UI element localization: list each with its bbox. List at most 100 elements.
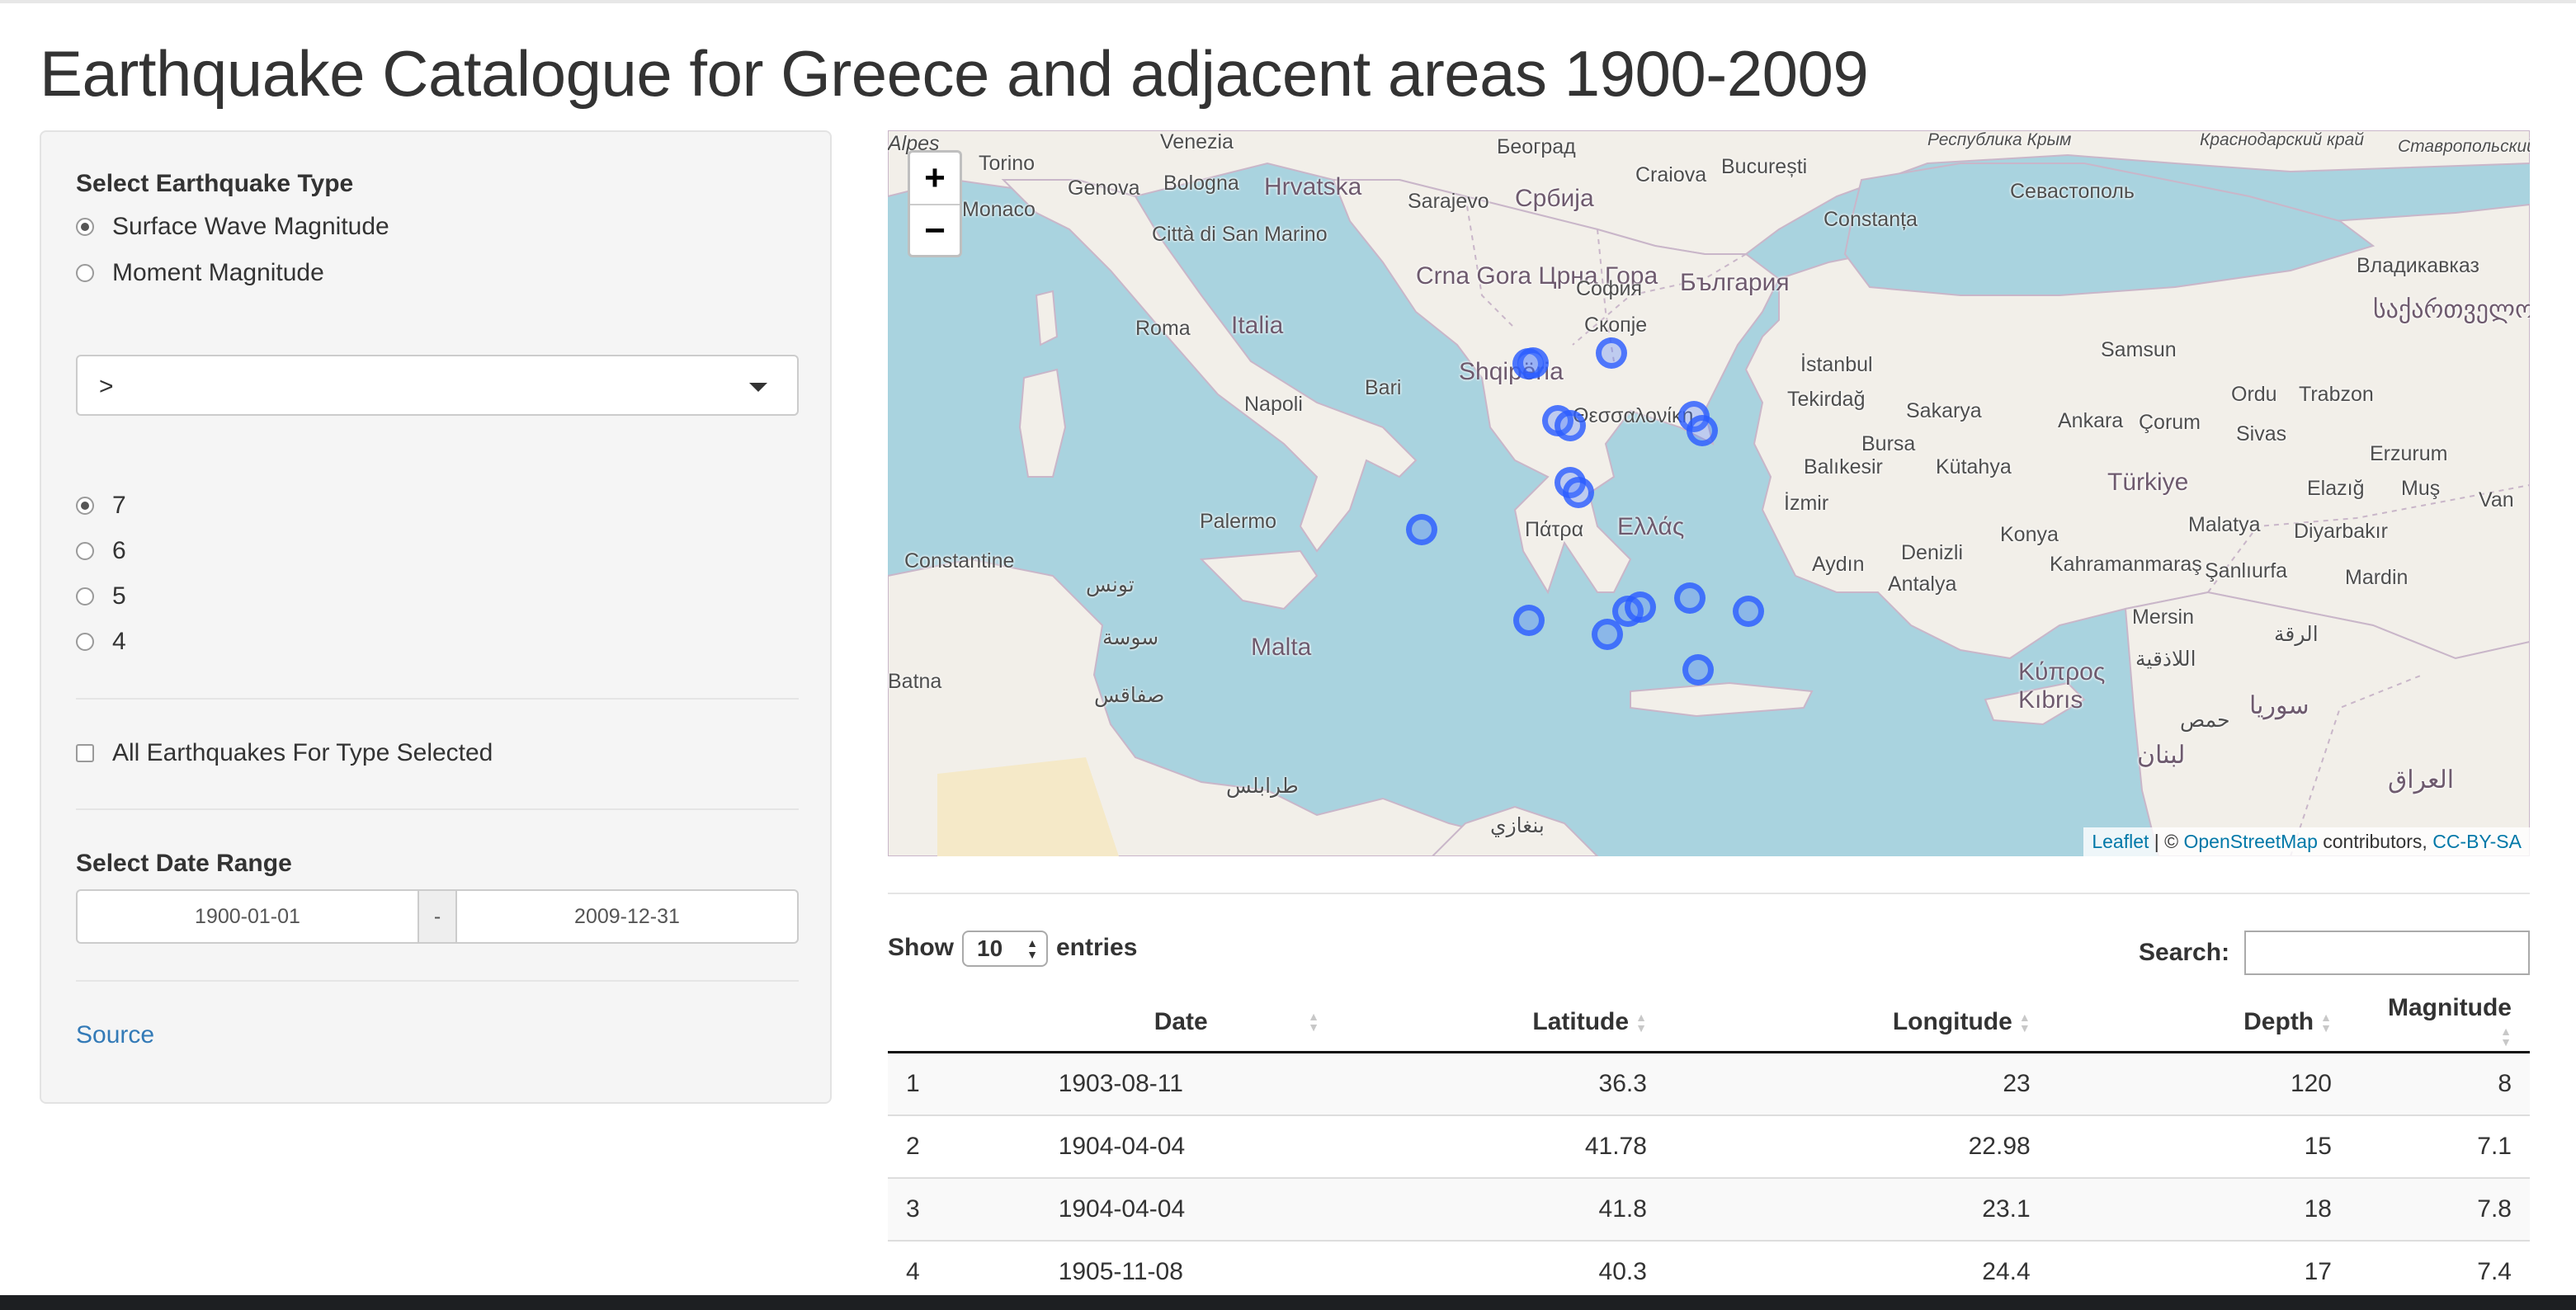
map-label: Erzurum <box>2370 442 2448 465</box>
earthquake-marker[interactable] <box>1555 410 1587 442</box>
earthquake-marker[interactable] <box>1512 605 1545 637</box>
zoom-out-button[interactable]: − <box>924 210 946 251</box>
radio-moment[interactable]: Moment Magnitude <box>76 259 324 287</box>
radio-mag-7[interactable]: 7 <box>76 492 126 520</box>
radio-surface-wave[interactable]: Surface Wave Magnitude <box>76 213 389 241</box>
map-label: Hrvatska <box>1264 173 1362 200</box>
border-line <box>2207 484 2530 593</box>
leaflet-map[interactable]: Alpes Torino Venezia Genova Bologna Mona… <box>888 130 2530 856</box>
table-row[interactable]: 1 1903-08-11 36.3 23 120 8 <box>888 1051 2530 1115</box>
map-label: Italia <box>1231 312 1284 339</box>
column-header-date[interactable]: Date ▲ ▼ <box>1021 993 1334 1053</box>
map-label: Malatya <box>2188 513 2261 536</box>
cell-depth: 18 <box>2068 1177 2370 1241</box>
date-end-input[interactable]: 2009-12-31 <box>574 904 680 928</box>
cell-magnitude: 8 <box>2370 1051 2530 1115</box>
land-levant <box>2124 591 2530 856</box>
map-label: Aydın <box>1812 553 1865 576</box>
earthquake-marker[interactable] <box>1682 654 1715 686</box>
cell-depth: 120 <box>2068 1051 2370 1115</box>
earthquake-marker[interactable] <box>1674 582 1706 614</box>
search-input[interactable] <box>2244 931 2530 975</box>
land-libya-east <box>1431 805 1599 856</box>
radio-mag-4-circle[interactable] <box>76 633 94 651</box>
map-label: سوسة <box>1102 626 1159 649</box>
earthquake-marker[interactable] <box>1687 415 1719 447</box>
cell-depth: 17 <box>2068 1240 2370 1303</box>
radio-mag-4-label: 4 <box>112 628 126 655</box>
sort-icon: ▲ ▼ <box>1308 1010 1319 1034</box>
zoom-in-button[interactable]: + <box>910 153 960 205</box>
attribution-contributors: contributors, <box>2317 831 2433 852</box>
all-earthquakes-checkbox[interactable] <box>76 744 94 762</box>
map-label: Şanlıurfa <box>2205 559 2288 582</box>
column-header-depth[interactable]: Depth ▲ ▼ <box>2068 993 2370 1053</box>
all-earthquakes-label: All Earthquakes For Type Selected <box>112 739 493 766</box>
table-row[interactable]: 4 1905-11-08 40.3 24.4 17 7.4 <box>888 1240 2530 1303</box>
map-label: Sivas <box>2236 422 2287 445</box>
map-label: Çorum <box>2139 411 2201 434</box>
radio-surface-wave-circle[interactable] <box>76 218 94 236</box>
leaflet-link[interactable]: Leaflet <box>2092 831 2149 852</box>
divider <box>76 698 799 700</box>
table-row[interactable]: 2 1904-04-04 41.78 22.98 15 7.1 <box>888 1114 2530 1178</box>
osm-link[interactable]: OpenStreetMap <box>2183 831 2318 852</box>
land-cyprus <box>1984 681 2086 726</box>
radio-mag-5-circle[interactable] <box>76 587 94 606</box>
map-label: الرقة <box>2274 623 2319 646</box>
map-label: İzmir <box>1784 492 1829 515</box>
column-header-index[interactable] <box>888 993 1022 1053</box>
map-label: سوريا <box>2249 692 2309 719</box>
all-earthquakes-checkbox-row[interactable]: All Earthquakes For Type Selected <box>76 739 493 767</box>
map-label: Denizli <box>1901 541 1964 564</box>
radio-mag-5-label: 5 <box>112 582 126 610</box>
map-label: Città di San Marino <box>1152 223 1328 246</box>
map-label: Torino <box>979 152 1036 175</box>
radio-mag-6[interactable]: 6 <box>76 537 126 565</box>
border-line <box>2290 674 2423 856</box>
operator-select[interactable]: > <box>76 355 799 416</box>
land-crete <box>1630 681 1814 718</box>
map-label: Ελλάς <box>1617 513 1685 540</box>
border-line <box>1465 196 1516 329</box>
map-label: Balıkesir <box>1804 455 1883 478</box>
map-label: Crna Gora Црна Гора <box>1416 262 1658 290</box>
cell-index: 1 <box>888 1051 1022 1115</box>
cell-index: 2 <box>888 1114 1022 1178</box>
earthquake-marker[interactable] <box>1625 591 1657 623</box>
sort-icon: ▲ ▼ <box>2018 1011 2031 1035</box>
map-label: Muş <box>2401 477 2441 500</box>
map-label: حمص <box>2180 709 2230 732</box>
column-header-longitude[interactable]: Longitude ▲ ▼ <box>1684 993 2069 1053</box>
column-header-latitude[interactable]: Latitude ▲ ▼ <box>1334 993 1685 1053</box>
earthquake-marker[interactable] <box>1405 513 1437 545</box>
earthquake-marker[interactable] <box>1563 476 1595 508</box>
map-label: Ankara <box>2058 409 2124 432</box>
license-link[interactable]: CC-BY-SA <box>2432 831 2522 852</box>
earthquake-marker[interactable] <box>1732 596 1764 628</box>
source-link[interactable]: Source <box>76 1021 155 1048</box>
table-row[interactable]: 3 1904-04-04 41.8 23.1 18 7.8 <box>888 1177 2530 1241</box>
radio-mag-4[interactable]: 4 <box>76 628 126 656</box>
date-start-input[interactable]: 1900-01-01 <box>195 904 300 928</box>
map-label: العراق <box>2388 766 2455 794</box>
cell-longitude: 23.1 <box>1684 1177 2069 1241</box>
radio-mag-5[interactable]: 5 <box>76 582 126 610</box>
radio-mag-7-circle[interactable] <box>76 497 94 515</box>
earthquake-table: Date ▲ ▼ Latitude ▲ ▼ Longitude ▲ ▼ Depth ▲ ▼ Ma… <box>888 993 2530 1303</box>
radio-mag-7-label: 7 <box>112 492 126 519</box>
top-border <box>0 0 2576 3</box>
search-label: Search: <box>2139 939 2230 966</box>
map-label: Θεσσαλονίκη <box>1573 404 1694 427</box>
map-label: Genova <box>1068 177 1140 200</box>
page-title: Earthquake Catalogue for Greece and adja… <box>40 37 1869 110</box>
page-length-select[interactable]: 10 ▲ ▼ <box>962 931 1048 967</box>
map-label: Kütahya <box>1936 455 2012 478</box>
map-label: България <box>1680 269 1790 296</box>
earthquake-marker[interactable] <box>1517 347 1549 379</box>
earthquake-marker[interactable] <box>1596 337 1628 370</box>
column-header-magnitude[interactable]: Magnitude▲ ▼ <box>2370 993 2530 1053</box>
map-label: Napoli <box>1244 393 1303 416</box>
radio-mag-6-circle[interactable] <box>76 542 94 560</box>
radio-moment-circle[interactable] <box>76 264 94 282</box>
